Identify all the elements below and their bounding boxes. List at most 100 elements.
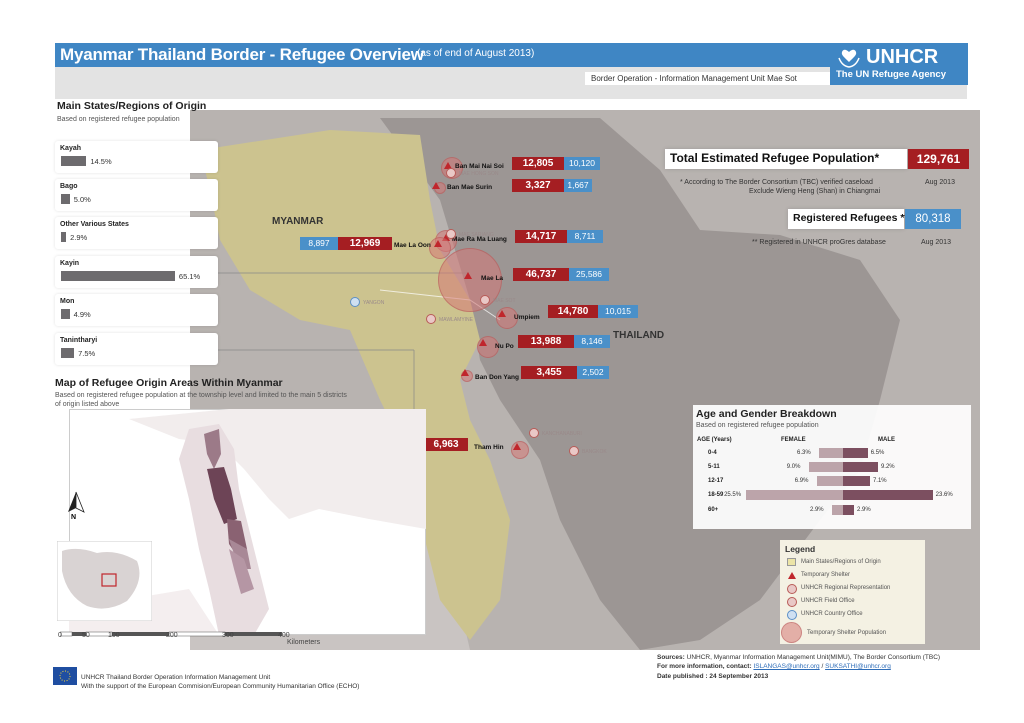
title-bar [55,43,967,67]
footer [42,663,987,693]
state-bar [61,348,75,358]
state-card: Other Various States 2.9% [55,217,218,249]
camp-name: Umpiem [514,314,540,321]
camp-registered: 1,667 [564,179,592,192]
scale-bar [60,631,282,637]
legend-item-regional: UNHCR Regional Representation [801,585,891,591]
age-label: 5-11 [708,464,720,470]
scale-tick: 200 [166,632,178,639]
unit-line: Border Operation - Information Managemen… [585,72,830,85]
camp-registered: 10,015 [598,305,638,318]
office-icon [446,168,456,178]
inset-area-kayah [204,429,221,469]
male-bar [843,448,868,458]
legend-country-icon [787,610,797,620]
camp-total: 14,717 [515,230,567,243]
camp-registered: 8,146 [574,335,610,348]
inset-note-1: Based on registered refugee population a… [55,392,347,399]
legend-item-shelter: Temporary Shelter [801,572,851,578]
scale-tick: 0 [58,632,62,639]
locator-map [57,541,152,621]
total-note-2: Exclude Wieng Heng (Shan) in Chiangmai [749,188,881,195]
camp-population-bubble [438,248,502,312]
age-heading: Age and Gender Breakdown [696,408,837,420]
camp-name: Mae La Oon [394,242,431,249]
male-percent: 23.6% [935,492,953,498]
camp-shelter-icon [464,272,472,279]
state-percent: 5.0% [73,195,91,204]
camp-total: 13,988 [518,335,574,348]
state-card: Tanintharyi 7.5% [55,333,218,365]
total-date: Aug 2013 [925,179,955,186]
legend-title: Legend [785,544,816,554]
state-name: Mon [60,298,75,305]
inset-area-tanintharyi [229,549,254,594]
camp-shelter-icon [434,240,442,247]
inset-region-north [129,409,426,529]
state-bar [61,194,70,204]
female-percent: 9.0% [786,464,801,470]
state-bar [61,156,87,166]
contact-link-1[interactable]: ISLANGAS@unhcr.org [753,663,820,670]
age-col-male: MALE [878,437,895,443]
myanmar-landmass [200,130,510,640]
female-bar [819,448,843,458]
camp-total: 12,805 [512,157,564,170]
camp-shelter-icon [432,182,440,189]
age-label: 18-59 [708,492,724,498]
state-card: Kayin 65.1% [55,256,218,288]
scale-unit: Kilometers [287,639,321,646]
registered-value: 80,318 [905,209,961,229]
total-box [665,149,907,169]
camp-shelter-icon [498,310,506,317]
inset-area-kayin [207,467,237,524]
logo-tagline: The UN Refugee Agency [836,69,946,80]
inset-map-drawing [69,409,426,635]
state-bar [61,271,175,281]
male-bar [843,490,933,500]
female-bar [746,490,843,500]
female-percent: 6.9% [794,478,809,484]
camp-shelter-icon [442,234,450,241]
state-name: Tanintharyi [60,337,98,344]
state-bar [61,309,70,319]
contact-label: For more information, contact: [657,663,752,670]
label-myanmar: MYANMAR [272,216,324,227]
state-percent: 4.9% [73,310,91,319]
age-label: 12-17 [708,478,724,484]
camp-registered: 2,502 [577,366,609,379]
camp-total: 3,327 [512,179,564,192]
camp-name: Mae Ra Ma Luang [452,236,507,243]
age-label: 60+ [708,507,719,513]
office-label: BANGKOK [582,449,607,455]
camp-shelter-icon [444,162,452,169]
legend-item-population: Temporary Shelter Population [807,630,887,636]
camp-name: Ban Don Yang [475,374,519,381]
office-label: MAWLAMYINE [439,317,473,323]
scale-tick: 300 [222,632,234,639]
male-bar [843,476,870,486]
office-icon [569,446,579,456]
office-label: YANGON [363,300,385,306]
registered-label: Registered Refugees ** [793,212,909,224]
total-label: Total Estimated Refugee Population* [670,151,880,165]
registered-note: ** Registered in UNHCR proGres database [752,239,886,246]
age-col-age: AGE (Years) [697,437,732,443]
north-arrow-icon [68,491,85,513]
male-percent: 2.9% [857,507,871,513]
male-percent: 7.1% [872,478,887,484]
camp-total: 14,780 [548,305,598,318]
legend-population-icon [781,622,802,643]
camp-total: 12,969 [338,237,392,250]
contact-link-2[interactable]: SUKSATHI@unhcr.org [825,663,891,670]
office-icon [480,295,490,305]
state-name: Bago [60,183,78,190]
male-bar [843,462,878,472]
state-bar [61,232,67,242]
camp-name: Tham Hin [474,444,504,451]
male-percent: 6.5% [870,450,885,456]
label-thailand: THAILAND [613,330,665,341]
state-percent: 7.5% [78,349,96,358]
total-value: 129,761 [908,149,969,169]
